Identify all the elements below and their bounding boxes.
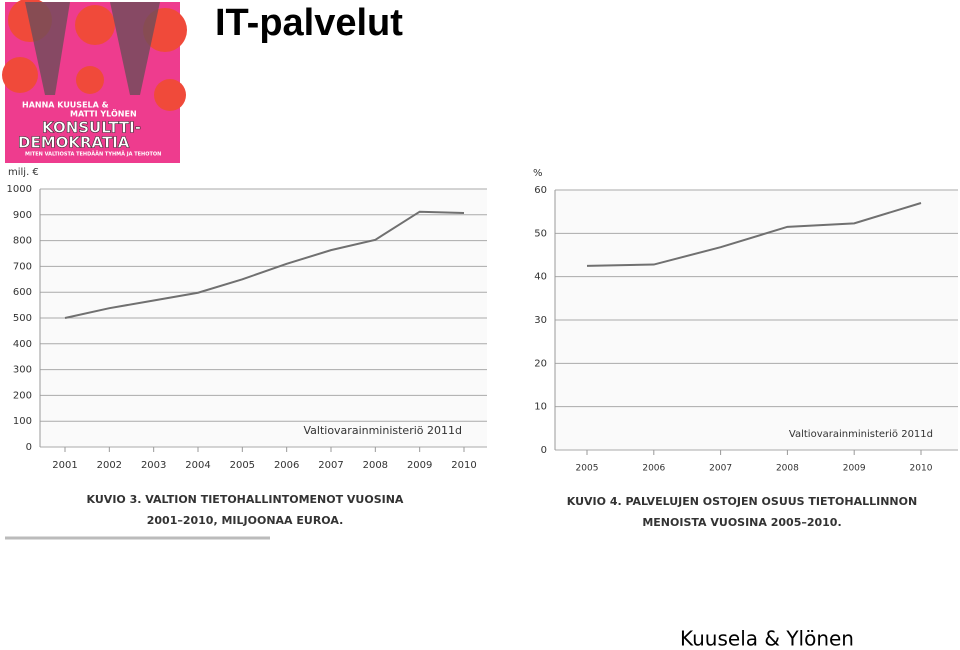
y-tick-label: 100: [13, 416, 32, 427]
x-tick-label: 2010: [451, 460, 476, 471]
slide-title: IT-palvelut: [215, 2, 403, 44]
chart-caption: 2001–2010, MILJOONAA EUROA.: [147, 514, 344, 527]
y-tick-label: 600: [13, 287, 32, 298]
x-tick-label: 2005: [576, 464, 599, 474]
x-tick-label: 2010: [910, 464, 933, 474]
y-tick-label: 0: [26, 442, 32, 453]
chart-caption: KUVIO 3. VALTION TIETOHALLINTOMENOT VUOS…: [87, 493, 404, 506]
x-tick-label: 2003: [141, 460, 166, 471]
y-tick-label: 10: [534, 402, 547, 413]
y-tick-label: 20: [534, 358, 547, 369]
y-tick-label: 200: [13, 390, 32, 401]
chart-caption: MENOISTA VUOSINA 2005–2010.: [642, 516, 841, 529]
y-axis-label: %: [533, 168, 543, 179]
y-tick-label: 50: [534, 228, 547, 239]
y-tick-label: 0: [541, 445, 547, 456]
data-line: [64, 210, 465, 319]
chart-caption: KUVIO 4. PALVELUJEN OSTOJEN OSUUS TIETOH…: [567, 495, 917, 508]
x-tick-label: 2008: [363, 460, 388, 471]
book-cover: HANNA KUUSELA & MATTI YLÖNEN KONSULTTI- …: [2, 0, 187, 163]
y-tick-label: 300: [13, 365, 32, 376]
y-tick-label: 500: [13, 313, 32, 324]
x-tick-label: 2006: [274, 460, 299, 471]
y-tick-label: 800: [13, 236, 32, 247]
y-tick-label: 60: [534, 185, 547, 196]
y-tick-label: 900: [13, 210, 32, 221]
y-tick-label: 30: [534, 315, 547, 326]
y-tick-label: 400: [13, 339, 32, 350]
x-tick-label: 2006: [642, 464, 665, 474]
cover-author: MATTI YLÖNEN: [70, 109, 137, 119]
x-tick-label: 2005: [230, 460, 255, 471]
x-tick-label: 2009: [843, 464, 866, 474]
x-tick-label: 2001: [52, 460, 77, 471]
x-tick-label: 2009: [407, 460, 432, 471]
y-tick-label: 700: [13, 261, 32, 272]
cover-subtitle: MITEN VALTIOSTA TEHDÄÄN TYHMÄ JA TEHOTON: [25, 151, 161, 158]
data-line: [586, 202, 922, 267]
footer: Kuusela & Ylönen: [680, 627, 854, 650]
source-note: Valtiovarainministeriö 2011d: [303, 424, 462, 437]
x-tick-label: 2008: [776, 464, 799, 474]
cover-author: HANNA KUUSELA &: [22, 101, 109, 110]
x-tick-label: 2004: [185, 460, 210, 471]
y-tick-label: 1000: [7, 184, 32, 195]
source-note: Valtiovarainministeriö 2011d: [789, 429, 933, 440]
x-tick-label: 2007: [709, 464, 732, 474]
x-tick-label: 2002: [97, 460, 122, 471]
cover-title: DEMOKRATIA: [18, 134, 130, 152]
x-tick-label: 2007: [318, 460, 343, 471]
y-axis-label: milj. €: [8, 167, 39, 178]
y-tick-label: 40: [534, 272, 547, 283]
cover-title: KONSULTTI-: [42, 119, 141, 137]
